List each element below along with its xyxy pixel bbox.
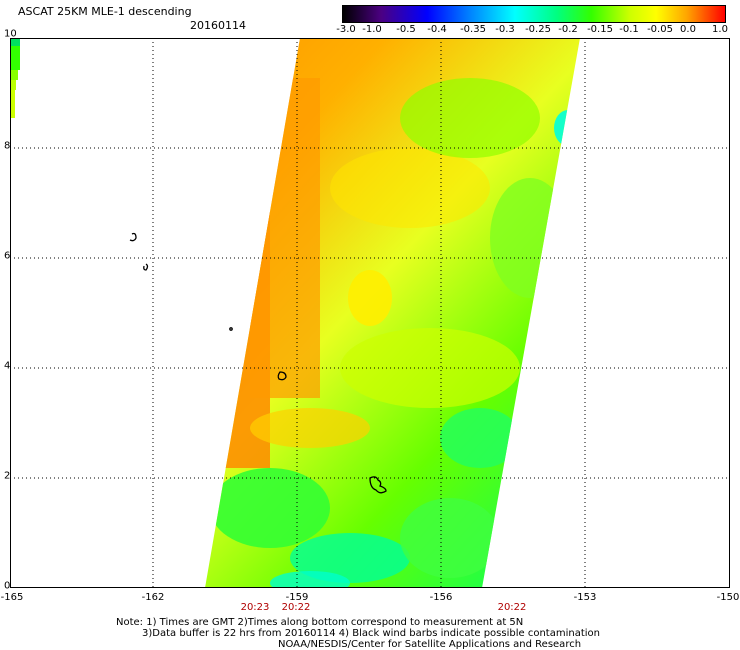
colorbar-label: -0.4 [427, 24, 447, 35]
time-label: 20:22 [281, 602, 311, 613]
lon-label: -162 [141, 592, 165, 603]
lat-label: 0 [4, 580, 11, 592]
colorbar-label: -0.05 [647, 24, 673, 35]
lon-label: -150 [716, 592, 740, 603]
note-line: NOAA/NESDIS/Center for Satellite Applica… [278, 639, 582, 650]
colorbar-label: -1.0 [362, 24, 382, 35]
lat-label: 2 [4, 470, 11, 482]
product-date: 20160114 [190, 19, 246, 32]
lon-label: -153 [573, 592, 597, 603]
time-label: 20:23 [240, 602, 270, 613]
colorbar-label: -0.5 [396, 24, 416, 35]
colorbar-label: -3.0 [336, 24, 356, 35]
note-line: Note: 1) Times are GMT 2)Times along bot… [116, 617, 524, 628]
colorbar-label: -0.3 [495, 24, 515, 35]
colorbar-label: -0.35 [460, 24, 486, 35]
lat-label: 4 [4, 360, 11, 372]
lat-label: 6 [4, 250, 11, 262]
edge-data-cells [10, 38, 20, 118]
plot-frame [10, 38, 730, 588]
colorbar-label: -0.2 [558, 24, 578, 35]
map-plot [10, 38, 730, 588]
colorbar-label: 0.0 [680, 24, 696, 35]
colorbar [342, 5, 726, 23]
lon-label: -159 [285, 592, 309, 603]
lat-label: 10 [4, 28, 17, 40]
colorbar-label: -0.1 [619, 24, 639, 35]
coastlines [129, 232, 387, 494]
scatterometer-swath [205, 38, 580, 588]
note-line: 3)Data buffer is 22 hrs from 20160114 4)… [142, 628, 600, 639]
colorbar-label: -0.15 [587, 24, 613, 35]
lon-label: -165 [0, 592, 24, 603]
lon-label: -156 [429, 592, 453, 603]
product-title: ASCAT 25KM MLE-1 descending [18, 5, 192, 18]
lat-label: 8 [4, 140, 11, 152]
time-label: 20:22 [497, 602, 527, 613]
colorbar-label: 1.0 [712, 24, 728, 35]
colorbar-label: -0.25 [525, 24, 551, 35]
